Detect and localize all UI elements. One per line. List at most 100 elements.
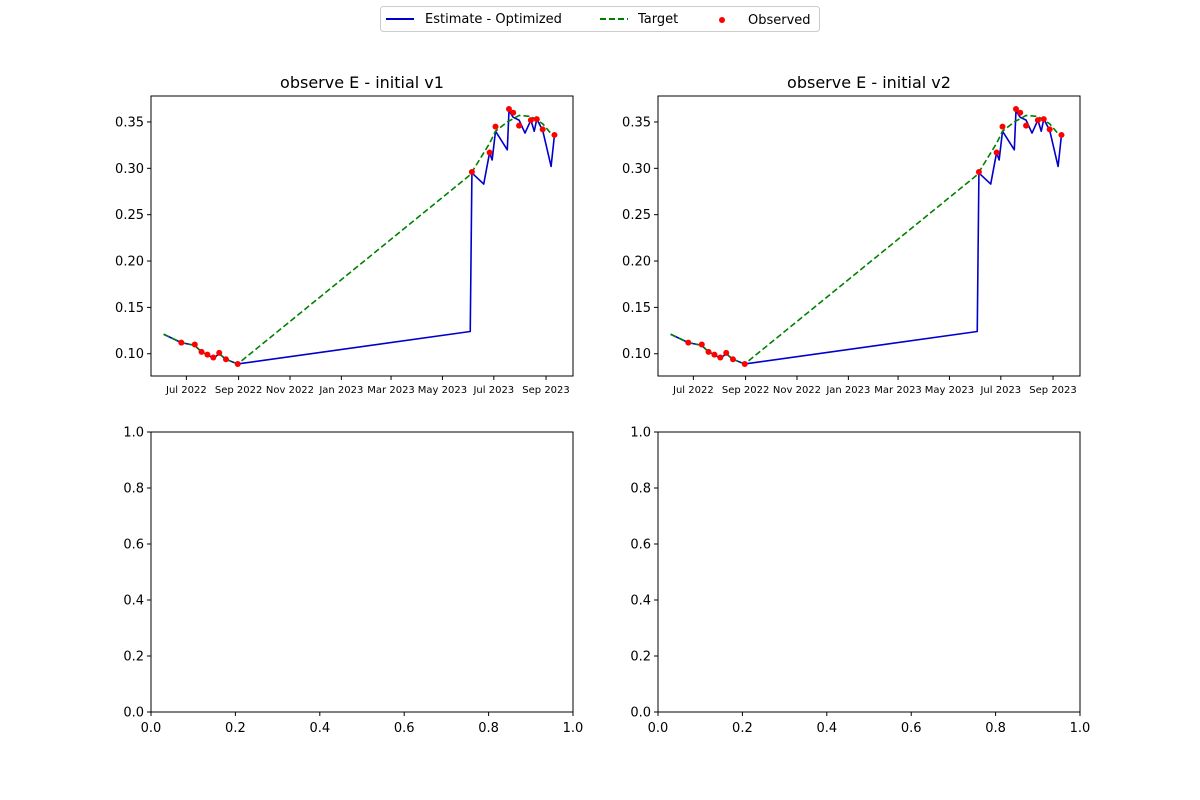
chart-panel-top-right: Jul 2022 Sep 2022 Nov 2022 Jan 2023 Mar 2023… bbox=[622, 73, 1081, 396]
y-tick-label: 0.2 bbox=[123, 650, 144, 665]
y-tick-label: 0.35 bbox=[115, 115, 144, 130]
y-tick-label: 0.10 bbox=[115, 347, 144, 362]
y-tick-label: 0.4 bbox=[123, 594, 144, 609]
observed-point bbox=[975, 169, 982, 176]
observed-point bbox=[516, 122, 523, 129]
observed-point bbox=[1046, 126, 1053, 133]
y-tick-label: 0.30 bbox=[115, 162, 144, 177]
y-tick-label: 0.15 bbox=[622, 301, 651, 316]
x-tick-label: Jan 2023 bbox=[318, 385, 363, 396]
y-tick-label: 0.2 bbox=[630, 650, 651, 665]
x-tick-label: 0.6 bbox=[394, 721, 415, 736]
y-tick-label: 0.25 bbox=[622, 208, 651, 223]
observed-point bbox=[510, 109, 517, 116]
x-tick-label: Jul 2022 bbox=[165, 385, 207, 396]
observed-point bbox=[492, 123, 499, 130]
observed-point bbox=[1017, 109, 1024, 116]
y-tick-label: 0.20 bbox=[622, 255, 651, 270]
observed-point bbox=[1023, 122, 1030, 129]
observed-point bbox=[1040, 116, 1047, 123]
observed-point bbox=[533, 116, 540, 123]
observed-point bbox=[741, 360, 748, 367]
y-tick-label: 0.4 bbox=[630, 594, 651, 609]
observed-point bbox=[1058, 131, 1065, 138]
plot-area bbox=[151, 96, 573, 376]
x-tick-label: Jul 2022 bbox=[672, 385, 714, 396]
y-tick-label: 0.30 bbox=[622, 162, 651, 177]
y-tick-label: 0.15 bbox=[115, 301, 144, 316]
observed-point bbox=[178, 339, 185, 346]
x-tick-label: 0.2 bbox=[225, 721, 246, 736]
observed-point bbox=[551, 131, 558, 138]
plot-area bbox=[151, 432, 573, 712]
observed-point bbox=[705, 348, 712, 355]
legend-observed-marker bbox=[719, 17, 725, 23]
x-tick-label: Mar 2023 bbox=[874, 385, 922, 396]
observed-point bbox=[1012, 105, 1019, 112]
y-tick-label: 0.6 bbox=[123, 538, 144, 553]
x-tick-label: Jul 2023 bbox=[472, 385, 514, 396]
observed-point bbox=[685, 339, 692, 346]
observed-point bbox=[210, 354, 217, 361]
axes-frame bbox=[657, 95, 1081, 377]
x-tick-label: Jan 2023 bbox=[825, 385, 870, 396]
chart-panel-bottom-left: 0.0 0.2 0.4 0.6 0.8 1.0 0.0 0.2 0.4 0.6 0.8 1.0 bbox=[123, 426, 583, 737]
observed-point bbox=[723, 349, 730, 356]
observed-point bbox=[486, 149, 493, 156]
observed-point bbox=[539, 126, 546, 133]
x-tick-label: Nov 2022 bbox=[773, 385, 821, 396]
plot-area bbox=[658, 432, 1080, 712]
legend-estimate-label: Estimate - Optimized bbox=[425, 12, 562, 27]
x-tick-label: Sep 2023 bbox=[1029, 385, 1076, 396]
y-tick-label: 0.0 bbox=[630, 706, 651, 721]
observed-point bbox=[234, 360, 241, 367]
observed-point bbox=[204, 351, 211, 358]
observed-point bbox=[729, 356, 736, 363]
observed-point bbox=[505, 105, 512, 112]
x-tick-label: Sep 2022 bbox=[722, 385, 769, 396]
plot-area bbox=[658, 96, 1080, 376]
x-tick-label: Sep 2022 bbox=[215, 385, 262, 396]
y-tick-label: 1.0 bbox=[630, 426, 651, 441]
observed-point bbox=[222, 356, 229, 363]
y-tick-label: 0.10 bbox=[622, 347, 651, 362]
x-tick-label: Mar 2023 bbox=[367, 385, 415, 396]
observed-point bbox=[527, 117, 534, 124]
x-tick-label: 0.2 bbox=[732, 721, 753, 736]
y-tick-label: 0.0 bbox=[123, 706, 144, 721]
axes-frame bbox=[150, 95, 574, 377]
x-tick-label: May 2023 bbox=[418, 385, 467, 396]
chart-panel-bottom-right: 0.0 0.2 0.4 0.6 0.8 1.0 0.0 0.2 0.4 0.6 0.8 1.0 bbox=[630, 426, 1090, 737]
y-tick-label: 0.8 bbox=[630, 482, 651, 497]
y-tick-label: 0.6 bbox=[630, 538, 651, 553]
x-tick-label: May 2023 bbox=[925, 385, 974, 396]
axes-frame bbox=[150, 431, 574, 713]
observed-point bbox=[468, 169, 475, 176]
x-tick-label: 0.0 bbox=[141, 721, 162, 736]
chart-title: observe E - initial v2 bbox=[787, 73, 951, 92]
y-tick-label: 0.20 bbox=[115, 255, 144, 270]
observed-point bbox=[198, 348, 205, 355]
y-tick-label: 1.0 bbox=[123, 426, 144, 441]
observed-point bbox=[999, 123, 1006, 130]
observed-point bbox=[1034, 117, 1041, 124]
observed-point bbox=[711, 351, 718, 358]
chart-title: observe E - initial v1 bbox=[280, 73, 444, 92]
x-tick-label: 1.0 bbox=[563, 721, 584, 736]
y-tick-label: 0.8 bbox=[123, 482, 144, 497]
x-tick-label: 0.8 bbox=[985, 721, 1006, 736]
x-tick-label: 0.0 bbox=[648, 721, 669, 736]
axes-frame bbox=[657, 431, 1081, 713]
observed-point bbox=[191, 341, 198, 348]
y-tick-label: 0.25 bbox=[115, 208, 144, 223]
observed-point bbox=[698, 341, 705, 348]
observed-point bbox=[717, 354, 724, 361]
legend: Estimate - Optimized Target Observed bbox=[380, 6, 820, 32]
x-tick-label: 0.8 bbox=[478, 721, 499, 736]
y-tick-label: 0.35 bbox=[622, 115, 651, 130]
x-tick-label: 1.0 bbox=[1070, 721, 1091, 736]
legend-target-label: Target bbox=[637, 12, 678, 27]
observed-point bbox=[993, 149, 1000, 156]
legend-observed-label: Observed bbox=[748, 13, 811, 28]
